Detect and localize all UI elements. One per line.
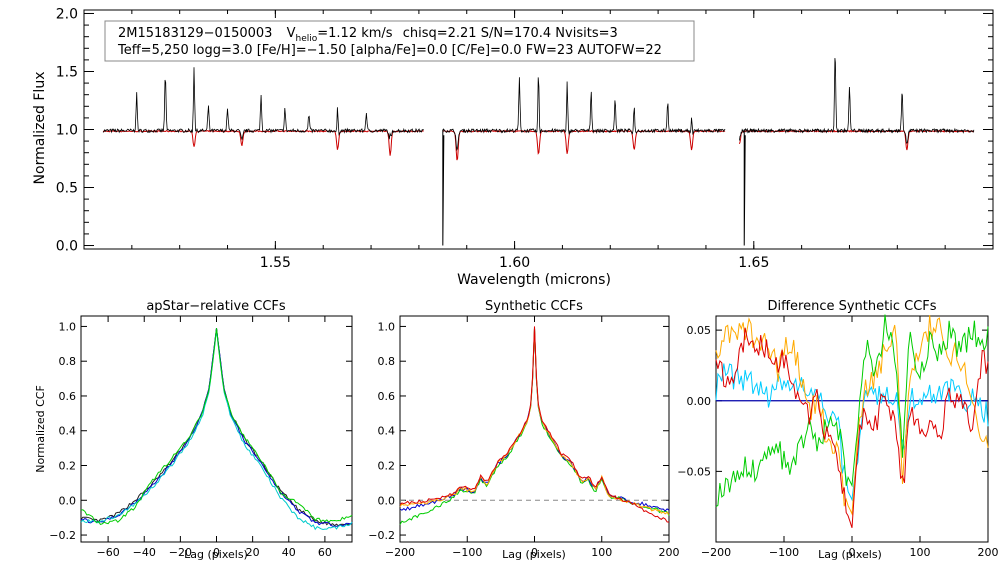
spectrum-ylabel: Normalized Flux [32, 72, 48, 185]
ccf-xtick-label: 0 [213, 546, 220, 559]
spectrum-xtick-label: 1.55 [260, 255, 291, 271]
ccf-ytick-label: 0.2 [59, 460, 77, 473]
ccf-title-0: apStar−relative CCFs [146, 299, 286, 314]
spectrum-ytick-label: 1.0 [56, 123, 78, 139]
ccf-series-line-green [399, 328, 670, 525]
ccf-panel-synthetic: Synthetic CCFs Lag (pixels) −200 −100 0 100… [368, 299, 679, 561]
ccf-xtick-label: 200 [978, 546, 999, 559]
ccf-panel-difference: Difference Synthetic CCFs Lag (pixels) −… [677, 299, 998, 561]
ccf-ytick-label: 0.00 [687, 395, 712, 408]
legend-star-id: 2M15183129−0150003 [118, 26, 272, 41]
legend-box [104, 20, 695, 62]
spectrum-deep-dip [743, 129, 746, 246]
ccf-series-line-cyan [715, 363, 989, 502]
ccf-lines-2 [715, 314, 989, 529]
ccf-xlabel-2: Lag (pixels) [818, 548, 882, 561]
spectrum-ytick-label: 2.0 [56, 6, 78, 22]
spectrum-xtick-label: 1.60 [499, 255, 530, 271]
spectrum-ytick-label: 1.5 [56, 64, 78, 80]
spectrum-xlabel: Wavelength (microns) [457, 272, 611, 288]
ccf-ytick-label: 0.0 [378, 494, 396, 507]
ccf-ytick-label: 0.05 [687, 324, 712, 337]
ccf-xtick-label: 0 [849, 546, 856, 559]
ccf-xtick-label: 20 [246, 546, 260, 559]
ccf-xlabel-0: Lag (pixels) [184, 548, 248, 561]
ccf-lines-1 [399, 326, 670, 525]
ccf-ytick-label: 1.0 [378, 320, 396, 333]
legend-v-prefix: V [287, 26, 296, 41]
legend-stats: chisq=2.21 S/N=170.4 Nvisits=3 [403, 26, 618, 41]
ccf-ytick-label: −0.2 [49, 529, 76, 542]
ccf-ytick-label: −0.2 [368, 529, 395, 542]
ccf-xtick-label: −100 [769, 546, 799, 559]
ccf-ytick-label: 0.2 [378, 460, 396, 473]
ccf-ytick-label: 0.4 [378, 425, 396, 438]
spectrum-model-line [442, 129, 726, 161]
spectrum-panel: 1.55 1.60 1.65 0.0 0.5 1.0 1.5 2.0 Wavelength (… [32, 6, 994, 288]
ccf-xtick-label: −200 [701, 546, 731, 559]
ccf-ticks-1: −200 −100 0 100 200 −0.2 0.0 0.2 0.4 0.6 0.8 1.0 [368, 316, 680, 559]
ccf-series-line-visit-2 [80, 328, 353, 527]
ccf-xtick-label: 40 [282, 546, 296, 559]
ccf-lines-0 [80, 328, 353, 531]
spectrum-ytick-label: 0.5 [56, 181, 78, 197]
ccf-series-line-visit-3 [80, 329, 353, 531]
ccf-xlabel-1: Lag (pixels) [502, 548, 566, 561]
ccf-xtick-label: 60 [318, 546, 332, 559]
spectrum-observed-line [102, 67, 424, 141]
ccf-ytick-label: 0.4 [59, 425, 77, 438]
spectrum-observed-line [442, 77, 726, 152]
ccf-xtick-label: −200 [385, 546, 415, 559]
ccf-axes-frame-1 [399, 315, 670, 543]
ccf-ylabel-0: Normalized CCF [34, 385, 47, 473]
ccf-series-line-visit-4 [80, 328, 353, 525]
ccf-ytick-label: 0.0 [59, 494, 77, 507]
ccf-ytick-label: 0.6 [59, 390, 77, 403]
ccf-xtick-label: −40 [133, 546, 156, 559]
ccf-ytick-label: −0.05 [677, 465, 711, 478]
ccf-series-line-red [399, 326, 670, 523]
spectrum-ytick-label: 0.0 [56, 239, 78, 255]
ccf-xtick-label: 100 [591, 546, 612, 559]
ccf-series-line-green [715, 314, 989, 508]
legend-params: Teff=5,250 logg=3.0 [Fe/H]=−1.50 [alpha/… [117, 43, 662, 58]
ccf-xtick-label: −100 [452, 546, 482, 559]
ccf-title-1: Synthetic CCFs [485, 299, 583, 314]
spectrum-lines [102, 58, 975, 246]
ccf-series-line-orange [715, 315, 989, 516]
ccf-xtick-label: −60 [96, 546, 119, 559]
ccf-series-line-orange [399, 328, 670, 515]
ccf-ticks-2: −200 −100 0 100 200 −0.05 0.00 0.05 [677, 316, 999, 559]
spectrum-model-line [102, 129, 424, 156]
ccf-panel-apstar-relative: apStar−relative CCFs Lag (pixels) Normal… [34, 299, 353, 561]
ccf-ytick-label: 0.8 [378, 355, 396, 368]
spectrum-deep-dip [442, 129, 445, 246]
ccf-series-line-visit-1 [80, 328, 353, 527]
ccf-series-line-blue [399, 328, 670, 512]
ccf-axes-frame-0 [80, 315, 353, 543]
ccf-ytick-label: 1.0 [59, 320, 77, 333]
ccf-xtick-label: 200 [659, 546, 680, 559]
spectrum-observed-line [739, 58, 975, 144]
spectrum-xtick-label: 1.65 [738, 255, 769, 271]
spectrum-model-line [738, 129, 975, 151]
legend-v-value: =1.12 km/s [317, 26, 393, 41]
ccf-xtick-label: 100 [910, 546, 931, 559]
ccf-xtick-label: 0 [531, 546, 538, 559]
spectrum-ticks: 1.55 1.60 1.65 0.0 0.5 1.0 1.5 2.0 [56, 6, 994, 271]
ccf-ticks-0: −60 −40 −20 0 20 40 60 −0.2 0.0 0.2 0.4 0.6 0.8 1.0 [49, 316, 352, 559]
spectrum-legend: 2M15183129−0150003 Vhelio=1.12 km/s chis… [104, 20, 695, 62]
ccf-xtick-label: −20 [169, 546, 192, 559]
ccf-ytick-label: 0.6 [378, 390, 396, 403]
ccf-series-line-red [715, 327, 989, 529]
ccf-title-2: Difference Synthetic CCFs [767, 299, 936, 314]
ccf-ytick-label: 0.8 [59, 355, 77, 368]
legend-line-1: 2M15183129−0150003 Vhelio=1.12 km/s chis… [118, 26, 618, 44]
legend-v-sub: helio [296, 34, 318, 44]
